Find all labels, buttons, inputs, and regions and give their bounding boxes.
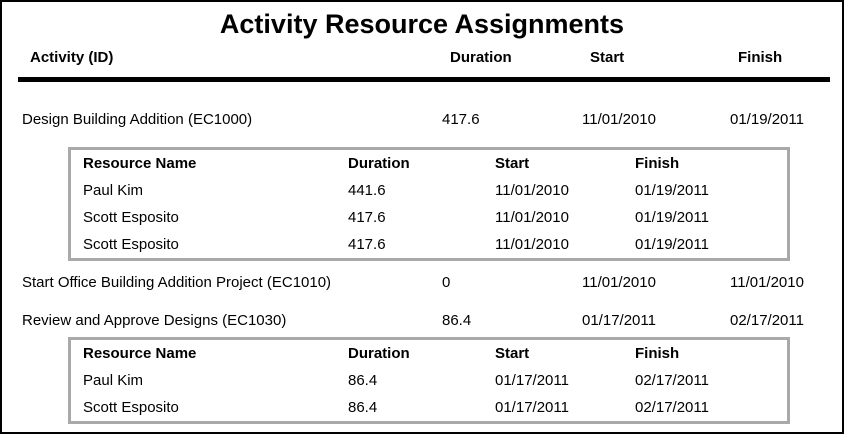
column-header-finish: Finish (738, 50, 783, 66)
activity-finish: 01/19/2011 (730, 111, 804, 128)
resource-header-row: Resource Name Duration Start Finish (71, 340, 787, 367)
resource-finish: 01/19/2011 (635, 236, 709, 253)
resource-name: Scott Esposito (83, 399, 179, 416)
resource-column-header-name: Resource Name (83, 155, 197, 172)
resource-duration: 417.6 (348, 209, 386, 226)
report-column-header-row: Activity (ID) Duration Start Finish (2, 50, 842, 66)
activity-name: Review and Approve Designs (EC1030) (22, 312, 287, 329)
resource-duration: 417.6 (348, 236, 386, 253)
resource-finish: 01/19/2011 (635, 182, 709, 199)
resource-table: Resource Name Duration Start Finish Paul… (68, 337, 790, 424)
resource-column-header-duration: Duration (348, 345, 410, 362)
activity-duration: 0 (442, 274, 451, 291)
resource-row: Paul Kim 86.4 01/17/2011 02/17/2011 (71, 367, 787, 394)
activity-row: Design Building Addition (EC1000) 417.6 … (2, 111, 842, 128)
resource-name: Paul Kim (83, 372, 144, 389)
resource-start: 01/17/2011 (495, 372, 569, 389)
resource-name: Paul Kim (83, 182, 144, 199)
resource-column-header-duration: Duration (348, 155, 410, 172)
activity-duration: 417.6 (442, 111, 480, 128)
report-title: Activity Resource Assignments (219, 9, 625, 39)
activity-finish: 11/01/2010 (730, 274, 804, 291)
resource-row: Scott Esposito 86.4 01/17/2011 02/17/201… (71, 394, 787, 421)
activity-duration: 86.4 (442, 312, 472, 329)
resource-start: 01/17/2011 (495, 399, 569, 416)
resource-finish: 02/17/2011 (635, 399, 709, 416)
activity-start: 11/01/2010 (582, 111, 656, 128)
resource-column-header-start: Start (495, 155, 530, 172)
resource-name: Scott Esposito (83, 236, 179, 253)
resource-row: Paul Kim 441.6 11/01/2010 01/19/2011 (71, 177, 787, 204)
resource-finish: 02/17/2011 (635, 372, 709, 389)
resource-column-header-finish: Finish (635, 155, 680, 172)
column-header-start: Start (590, 50, 625, 66)
resource-column-header-start: Start (495, 345, 530, 362)
resource-start: 11/01/2010 (495, 209, 569, 226)
header-rule-divider (18, 77, 830, 82)
resource-start: 11/01/2010 (495, 182, 569, 199)
resource-start: 11/01/2010 (495, 236, 569, 253)
resource-finish: 01/19/2011 (635, 209, 709, 226)
resource-header-row: Resource Name Duration Start Finish (71, 150, 787, 177)
resource-row: Scott Esposito 417.6 11/01/2010 01/19/20… (71, 204, 787, 231)
activity-name: Start Office Building Addition Project (… (22, 274, 332, 291)
resource-duration: 86.4 (348, 372, 378, 389)
activity-finish: 02/17/2011 (730, 312, 804, 329)
resource-column-header-name: Resource Name (83, 345, 197, 362)
column-header-duration: Duration (450, 50, 512, 66)
activity-start: 01/17/2011 (582, 312, 656, 329)
activity-row: Start Office Building Addition Project (… (2, 274, 842, 291)
resource-row: Scott Esposito 417.6 11/01/2010 01/19/20… (71, 231, 787, 258)
column-header-activity: Activity (ID) (30, 50, 114, 66)
activity-name: Design Building Addition (EC1000) (22, 111, 253, 128)
resource-duration: 441.6 (348, 182, 386, 199)
resource-table: Resource Name Duration Start Finish Paul… (68, 147, 790, 261)
activity-row: Review and Approve Designs (EC1030) 86.4… (2, 312, 842, 329)
resource-duration: 86.4 (348, 399, 378, 416)
resource-column-header-finish: Finish (635, 345, 680, 362)
activity-start: 11/01/2010 (582, 274, 656, 291)
resource-name: Scott Esposito (83, 209, 179, 226)
